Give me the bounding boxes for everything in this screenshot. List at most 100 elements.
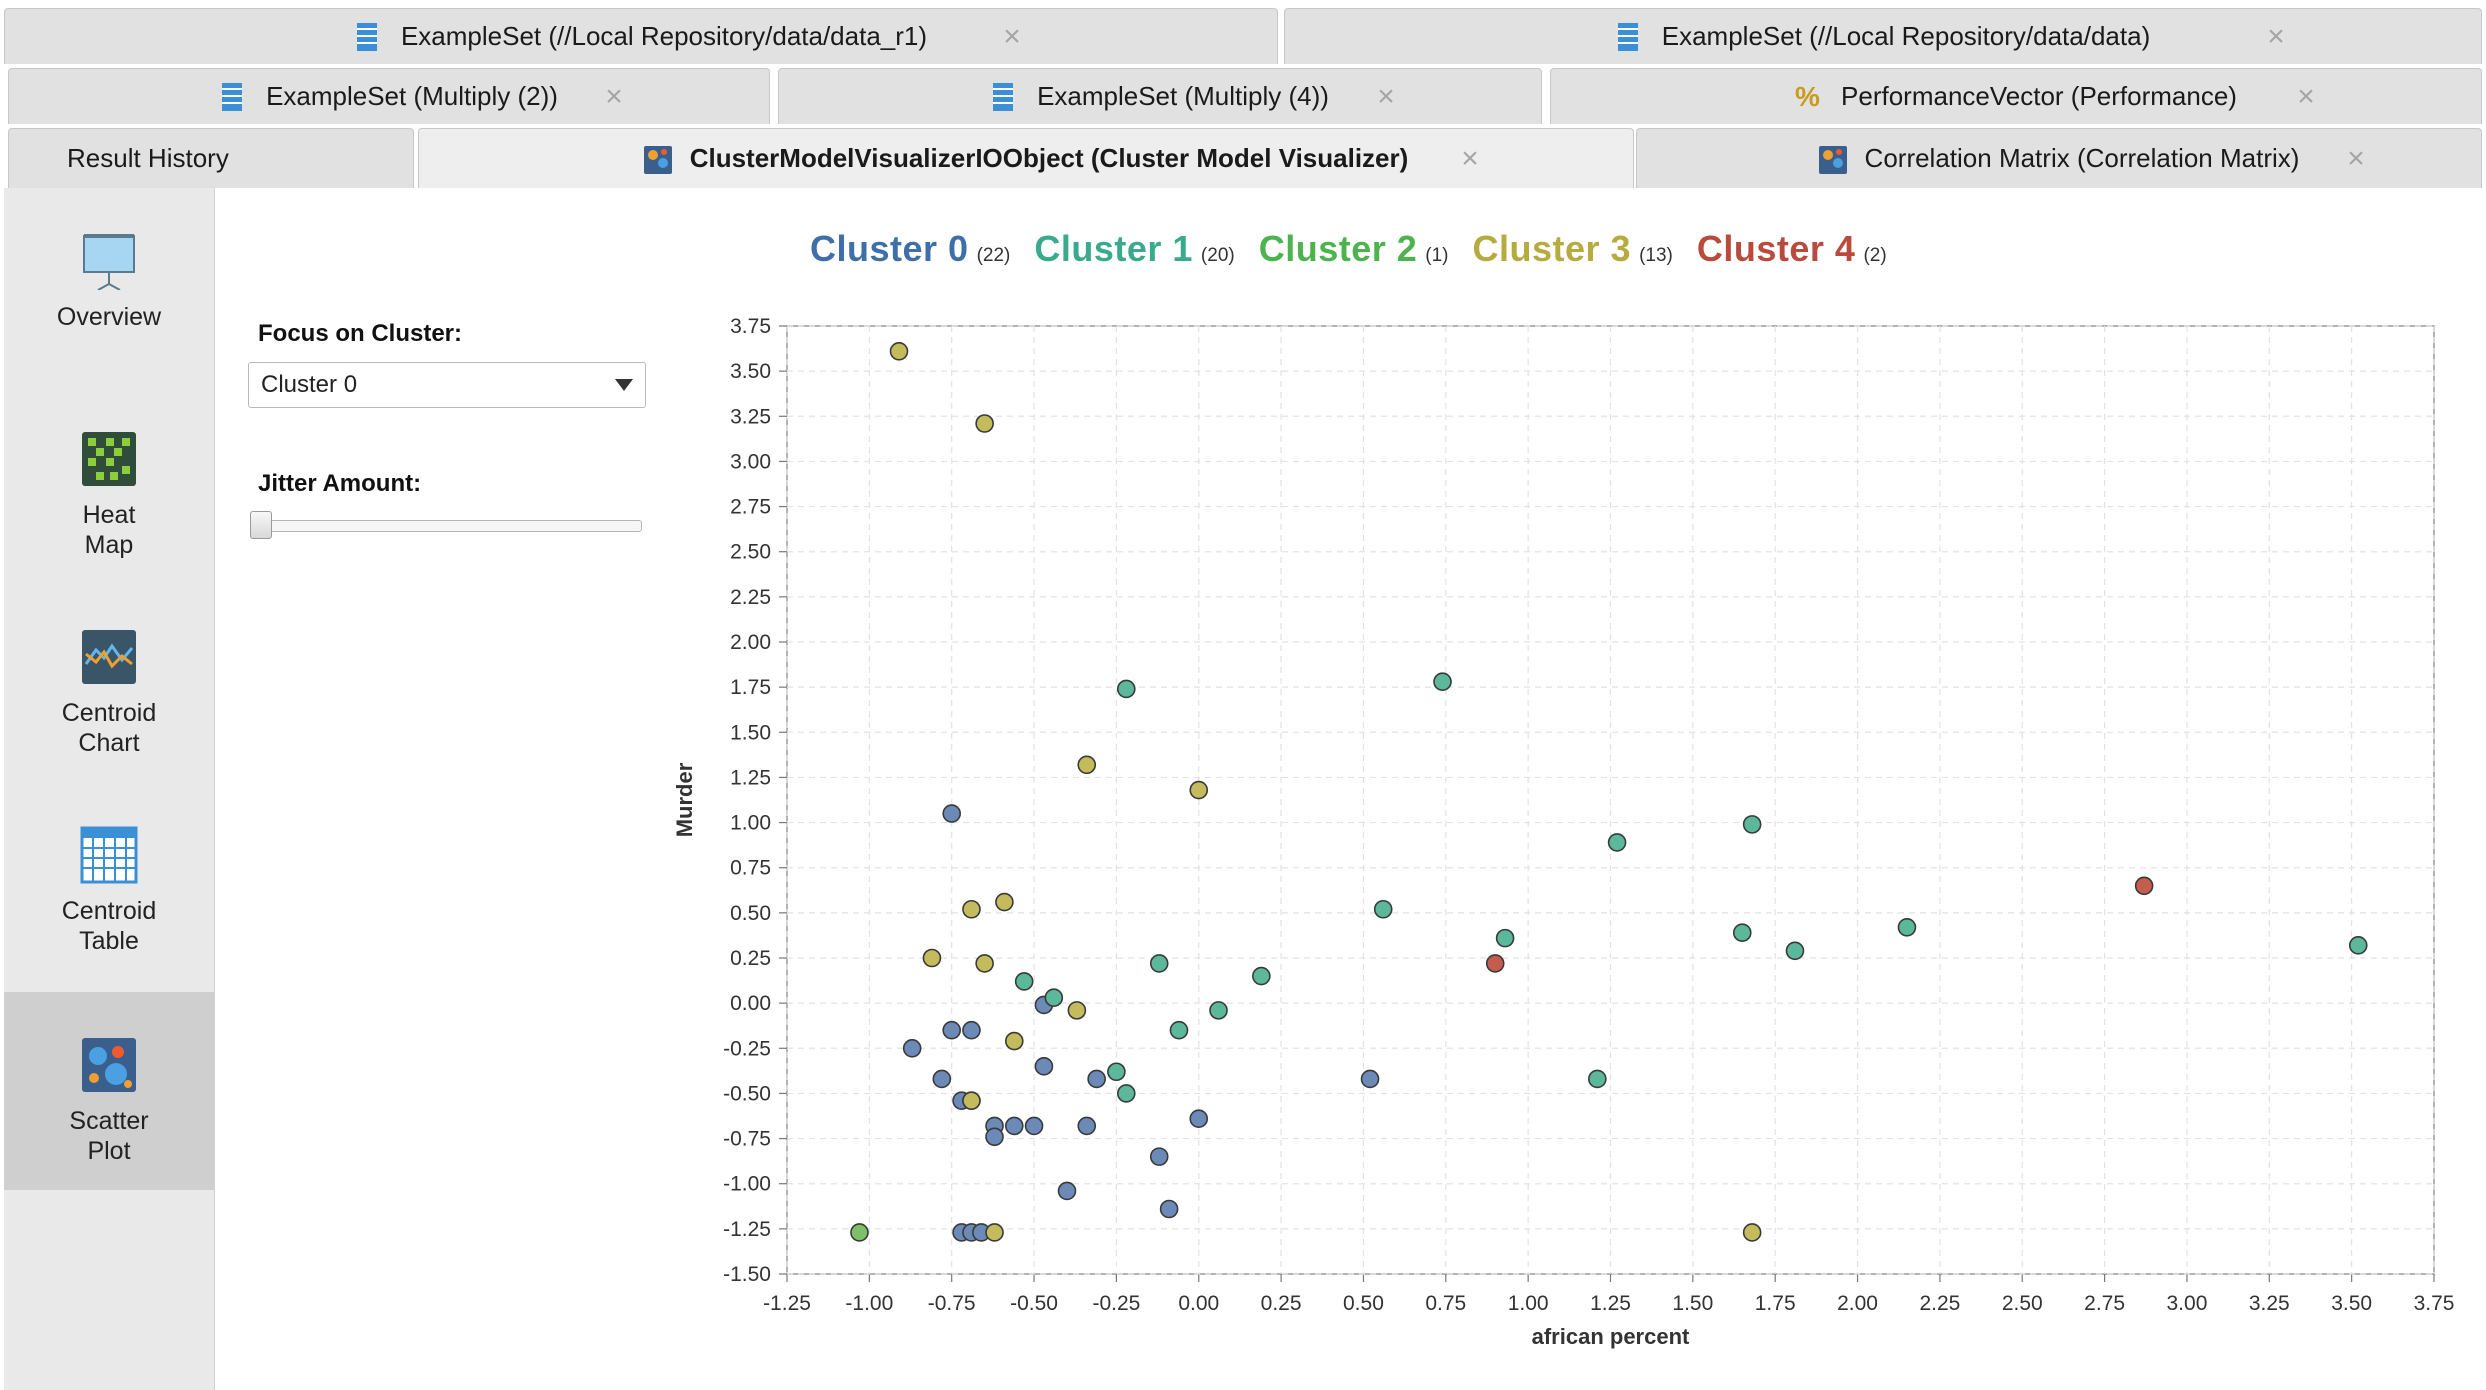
x-tick-label: 3.25 <box>2249 1292 2290 1315</box>
sidebar-item-heat-map[interactable]: Heat Map <box>4 386 214 584</box>
data-point-cluster-1 <box>1044 988 1064 1008</box>
data-point-cluster-3 <box>889 341 909 361</box>
tab-label: Result History <box>67 143 229 173</box>
legend-entry-cluster-1[interactable]: Cluster 1 (20) <box>1034 228 1234 270</box>
close-icon[interactable]: × <box>2347 141 2365 175</box>
y-tick-label: -0.50 <box>723 1082 771 1105</box>
x-tick-label: 3.50 <box>2331 1292 2372 1315</box>
data-point-cluster-0 <box>1034 1057 1054 1076</box>
y-tick-label: 3.75 <box>730 315 771 338</box>
tab-label: ExampleSet (Multiply (2)) <box>266 81 558 111</box>
sidebar-item-overview[interactable]: Overview <box>4 188 214 386</box>
sidebar-item-scatter-plot[interactable]: Scatter Plot <box>4 992 214 1190</box>
sidebar-item-label: Overview <box>56 303 162 331</box>
y-tick-label: 0.00 <box>730 992 771 1015</box>
tab-cluster-model-visualizer[interactable]: ClusterModelVisualizerIOObject (Cluster … <box>418 128 1634 188</box>
data-point-cluster-0 <box>932 1069 952 1089</box>
cluster-legend: Cluster 0 (22) Cluster 1 (20) Cluster 2 (1)… <box>810 228 1911 278</box>
centroid-table-icon <box>80 826 138 884</box>
data-point-cluster-3 <box>995 892 1014 912</box>
tab-label: ExampleSet (Multiply (4)) <box>1037 81 1329 111</box>
x-tick-label: 0.50 <box>1343 1292 1384 1315</box>
legend-entry-cluster-2[interactable]: Cluster 2 (1) <box>1259 228 1449 270</box>
scatter-plot-icon <box>80 1036 138 1094</box>
sidebar-item-label: Heat <box>82 501 136 529</box>
data-point-cluster-0 <box>1189 1109 1209 1129</box>
tab-correlation-matrix[interactable]: Correlation Matrix (Correlation Matrix) … <box>1636 128 2482 188</box>
tab-row-3: Result History ClusterModelVisualizerIOO… <box>0 128 2486 188</box>
data-point-cluster-0 <box>1360 1069 1380 1089</box>
x-tick-label: 0.75 <box>1425 1292 1466 1315</box>
data-point-cluster-3 <box>962 1091 981 1110</box>
legend-count: (20) <box>1200 245 1235 266</box>
y-tick-label: 3.25 <box>730 405 771 428</box>
y-tick-label: 1.50 <box>730 721 771 744</box>
tab-exampleset-multiply-2[interactable]: ExampleSet (Multiply (2)) × <box>8 68 770 124</box>
close-icon[interactable]: × <box>605 79 623 113</box>
data-point-cluster-1 <box>1116 1084 1136 1103</box>
y-tick-label: 3.50 <box>730 360 771 383</box>
sidebar-item-label-line2: Plot <box>87 1137 131 1165</box>
cluster-model-icon <box>643 144 672 174</box>
legend-entry-cluster-0[interactable]: Cluster 0 (22) <box>810 228 1010 270</box>
tab-exampleset-multiply-4[interactable]: ExampleSet (Multiply (4)) × <box>778 68 1542 124</box>
data-point-cluster-3 <box>1189 780 1209 800</box>
sidebar-item-centroid-table[interactable]: Centroid Table <box>4 782 214 980</box>
legend-count: (22) <box>976 245 1011 266</box>
x-tick-label: 0.25 <box>1261 1292 1302 1315</box>
close-icon[interactable]: × <box>1461 141 1479 175</box>
legend-entry-cluster-4[interactable]: Cluster 4 (2) <box>1697 228 1887 270</box>
data-point-cluster-1 <box>1149 954 1169 973</box>
correlation-matrix-icon <box>1818 144 1847 174</box>
tab-exampleset-data[interactable]: ExampleSet (//Local Repository/data/data… <box>1284 8 2482 64</box>
focus-cluster-select[interactable]: Cluster 0 <box>248 362 646 408</box>
data-point-cluster-0 <box>942 804 962 823</box>
percent-icon: % <box>1795 80 1820 112</box>
data-point-cluster-3 <box>1004 1031 1024 1051</box>
data-point-cluster-1 <box>1742 815 1762 834</box>
exampleset-icon <box>220 82 246 112</box>
close-icon[interactable]: × <box>2267 19 2285 53</box>
tab-label: ExampleSet (//Local Repository/data/data… <box>400 21 928 51</box>
data-point-cluster-3 <box>985 1223 1004 1242</box>
data-point-cluster-0 <box>902 1038 922 1058</box>
y-tick-label: -0.25 <box>723 1037 771 1060</box>
x-tick-label: 2.50 <box>2002 1292 2043 1315</box>
y-tick-label: 2.00 <box>730 631 771 654</box>
tab-label: Correlation Matrix (Correlation Matrix) <box>1864 143 2300 173</box>
data-point-cluster-1 <box>1588 1069 1607 1089</box>
data-point-cluster-1 <box>1785 941 1805 961</box>
legend-name: Cluster 3 <box>1472 228 1632 269</box>
y-tick-label: -0.75 <box>723 1128 771 1151</box>
x-axis-title: african percent <box>1532 1324 1690 1349</box>
close-icon[interactable]: × <box>1377 79 1395 113</box>
x-tick-label: 1.75 <box>1755 1292 1796 1315</box>
data-point-cluster-1 <box>1014 972 1034 991</box>
legend-name: Cluster 2 <box>1258 228 1418 269</box>
jitter-amount-label: Jitter Amount: <box>258 470 422 497</box>
data-point-cluster-3 <box>975 414 994 433</box>
close-icon[interactable]: × <box>1003 19 1021 53</box>
sidebar-item-centroid-chart[interactable]: Centroid Chart <box>4 584 214 782</box>
tab-result-history[interactable]: Result History <box>8 128 414 188</box>
focus-cluster-value: Cluster 0 <box>261 371 358 398</box>
tab-label: PerformanceVector (Performance) <box>1841 81 2237 111</box>
tab-exampleset-data-r1[interactable]: ExampleSet (//Local Repository/data/data… <box>4 8 1278 64</box>
legend-count: (1) <box>1425 245 1449 266</box>
y-tick-label: 1.75 <box>730 676 771 699</box>
y-tick-label: -1.00 <box>723 1173 771 1196</box>
exampleset-icon <box>355 22 381 52</box>
legend-entry-cluster-3[interactable]: Cluster 3 (13) <box>1473 228 1673 270</box>
x-tick-label: 2.75 <box>2084 1292 2125 1315</box>
x-tick-label: 3.75 <box>2414 1292 2455 1315</box>
tab-performance-vector[interactable]: % PerformanceVector (Performance) × <box>1550 68 2482 124</box>
legend-count: (13) <box>1639 245 1673 266</box>
data-point-cluster-1 <box>1252 966 1271 986</box>
data-point-cluster-1 <box>1107 1062 1126 1082</box>
close-icon[interactable]: × <box>2297 79 2315 113</box>
tab-label: ExampleSet (//Local Repository/data/data… <box>1661 21 2151 51</box>
jitter-slider-thumb[interactable] <box>250 511 272 539</box>
data-point-cluster-0 <box>1149 1147 1169 1166</box>
data-point-cluster-0 <box>1057 1181 1077 1201</box>
